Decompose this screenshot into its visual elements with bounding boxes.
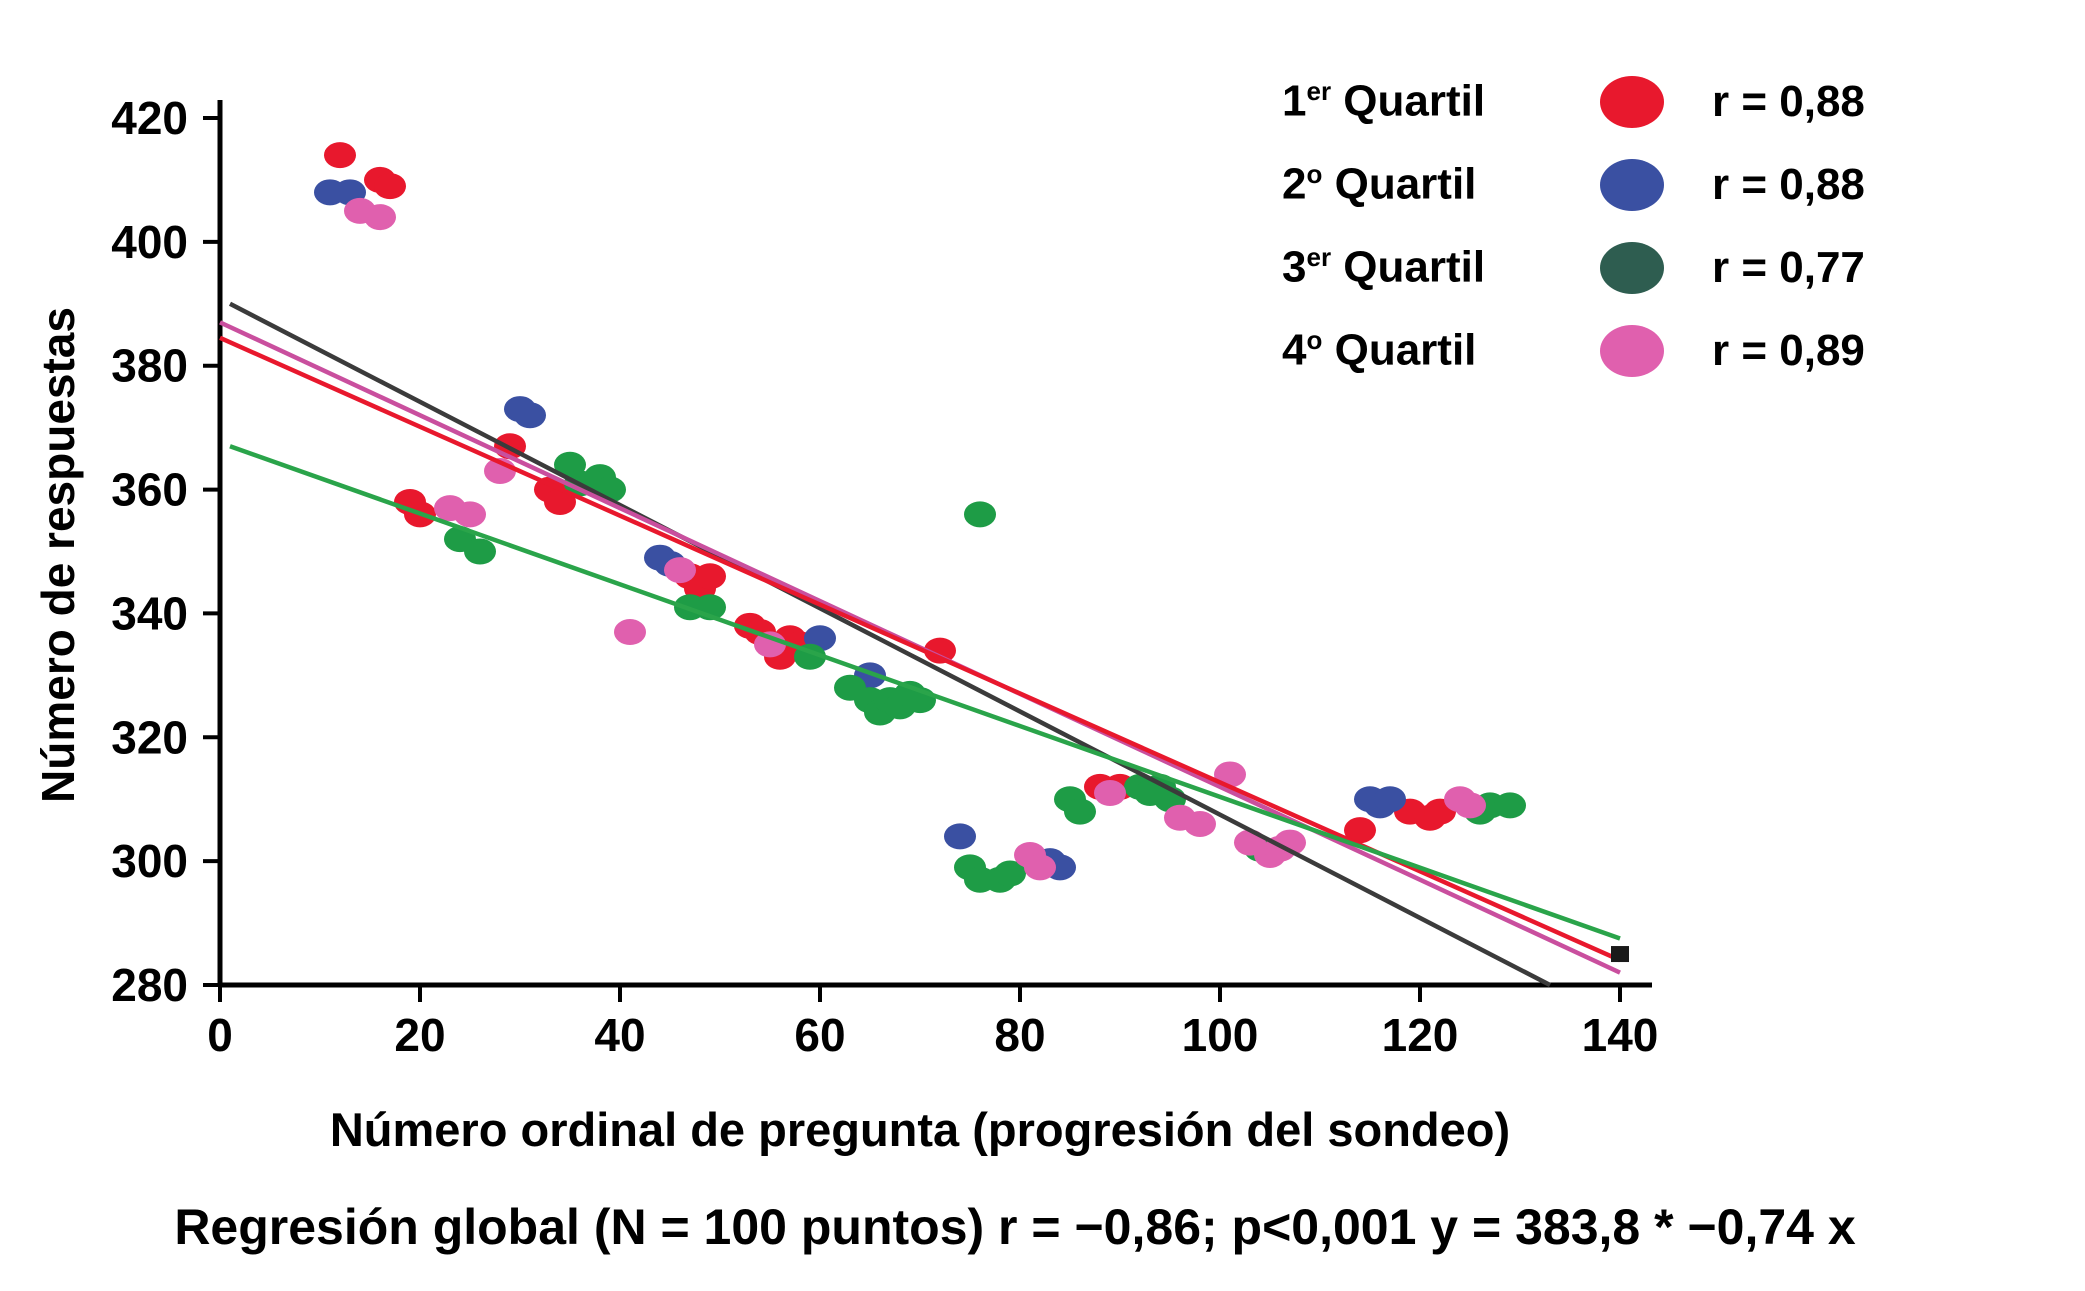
x-axis-title: Número ordinal de pregunta (progresión d… [329,1103,1511,1156]
scatter-point [964,501,996,528]
scatter-point [454,501,486,528]
legend: 1er Quartil r = 0,88 2o Quartil r = 0,88… [1282,60,1865,392]
legend-r-value-q4: r = 0,89 [1712,325,1865,375]
scatter-point [544,488,576,515]
scatter-point [614,619,646,646]
legend-swatch-q2 [1600,158,1664,211]
regression-line-quartil-3 [229,444,1621,941]
scatter-point [1024,854,1056,881]
y-tick-label: 280 [111,959,188,1011]
scatter-point [1344,817,1376,844]
scatter-point [1454,792,1486,819]
x-tick-label: 60 [794,1009,845,1061]
scatter-point [514,402,546,429]
scatter-point [1064,798,1096,825]
scatter-point [374,173,406,200]
legend-r-value-q2: r = 0,88 [1712,159,1865,209]
scatter-point [1494,792,1526,819]
end-marker [1611,946,1629,963]
legend-r-value-q3: r = 0,77 [1712,242,1865,292]
legend-item-q3: 3er Quartil r = 0,77 [1282,226,1865,309]
x-tick-label: 100 [1182,1009,1259,1061]
legend-swatch-q3 [1600,241,1664,294]
scatter-point [364,204,396,231]
y-tick-label: 320 [111,711,188,763]
scatter-point [664,557,696,584]
scatter-point [324,142,356,169]
y-tick-label: 380 [111,340,188,392]
x-tick-label: 80 [994,1009,1045,1061]
scatter-point [1184,810,1216,837]
scatter-point [464,538,496,565]
y-tick-label: 400 [111,216,188,268]
legend-item-q4: 4o Quartil r = 0,89 [1282,309,1865,392]
y-tick-label: 340 [111,587,188,639]
x-tick-label: 40 [594,1009,645,1061]
x-tick-label: 140 [1582,1009,1659,1061]
scatter-point [1094,780,1126,807]
scatter-point [924,637,956,664]
scatter-point [994,860,1026,887]
x-tick-label: 0 [207,1009,233,1061]
legend-swatch-q4 [1600,324,1664,377]
legend-item-q1: 1er Quartil r = 0,88 [1282,60,1865,143]
legend-label-q3: 3er Quartil [1282,242,1486,292]
scatter-point [944,823,976,850]
x-tick-label: 20 [394,1009,445,1061]
regression-line-quartil-1 [219,335,1621,963]
y-tick-label: 300 [111,835,188,887]
scatter-point [694,563,726,590]
x-tick-label: 120 [1382,1009,1459,1061]
legend-r-value-q1: r = 0,88 [1712,76,1865,126]
scatter-point [754,631,786,658]
legend-label-q2: 2o Quartil [1282,159,1477,209]
scatter-point [1374,786,1406,813]
legend-label-q1: 1er Quartil [1282,76,1486,126]
legend-label-q4: 4o Quartil [1282,325,1477,375]
y-tick-label: 420 [111,92,188,144]
global-regression-caption: Regresión global (N = 100 puntos) r = −0… [174,1199,1856,1255]
y-axis-title: Número de respuestas [32,307,84,803]
regression-line-global [228,301,1552,987]
legend-swatch-q1 [1600,75,1664,128]
y-tick-label: 360 [111,464,188,516]
legend-item-q2: 2o Quartil r = 0,88 [1282,143,1865,226]
